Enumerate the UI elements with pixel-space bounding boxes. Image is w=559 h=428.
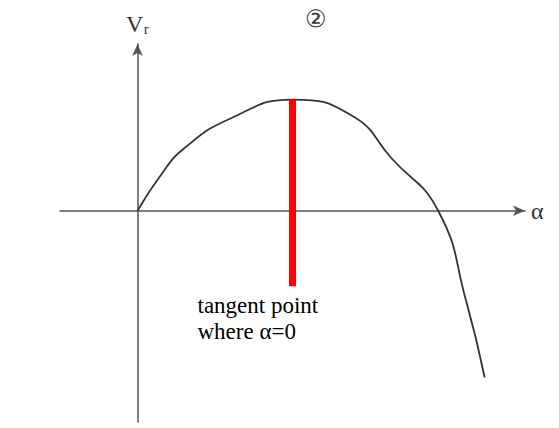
svg-text:Vᵣ: Vᵣ bbox=[126, 11, 149, 37]
svg-text:②: ② bbox=[305, 6, 327, 32]
svg-text:where α=0: where α=0 bbox=[198, 319, 296, 344]
svg-text:α: α bbox=[531, 198, 544, 224]
svg-text:tangent point: tangent point bbox=[198, 293, 319, 318]
